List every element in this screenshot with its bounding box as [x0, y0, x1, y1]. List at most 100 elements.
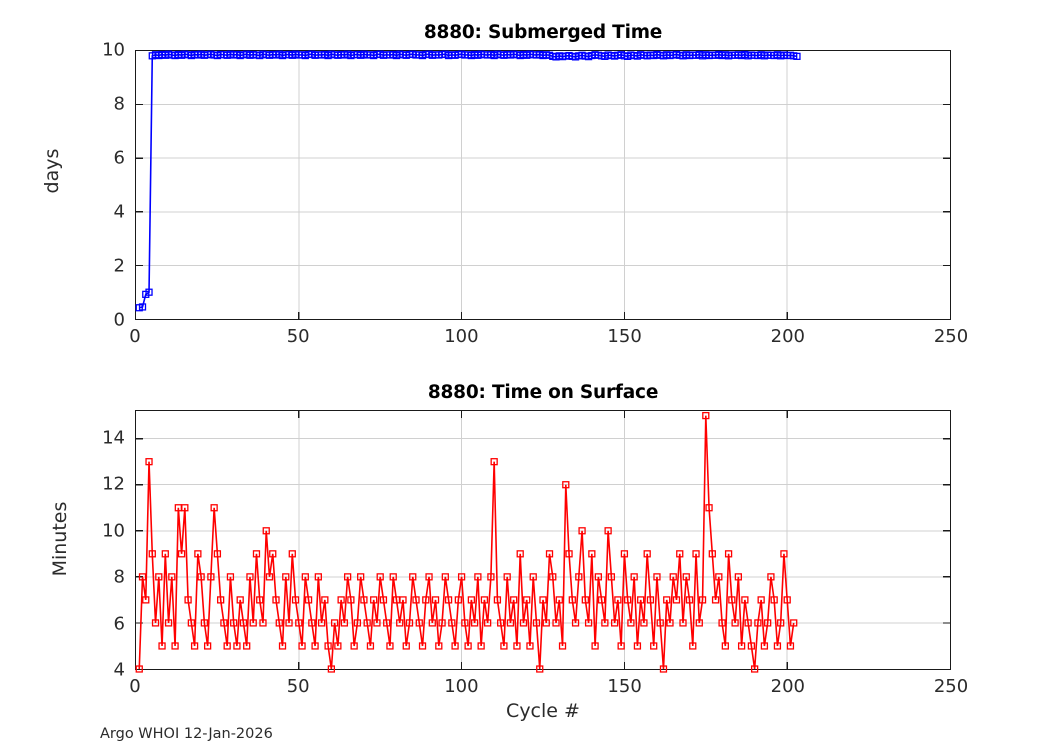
data-point-marker: [145, 288, 153, 296]
data-point-marker: [770, 596, 778, 604]
data-point-marker: [373, 619, 381, 627]
data-point-marker: [295, 619, 303, 627]
data-point-marker: [415, 619, 423, 627]
data-point-marker: [490, 458, 498, 466]
data-point-marker: [594, 573, 602, 581]
data-point-marker: [777, 619, 785, 627]
data-point-marker: [464, 642, 472, 650]
data-point-marker: [650, 642, 658, 650]
data-point-marker: [695, 619, 703, 627]
data-point-marker: [298, 642, 306, 650]
plot-area-time-on-surface: [135, 411, 950, 673]
x-tick-label: 100: [444, 326, 479, 347]
data-point-marker: [666, 619, 674, 627]
data-point-marker: [773, 642, 782, 650]
data-point-marker: [617, 642, 625, 650]
data-line-time-on-surface: [138, 415, 795, 670]
data-point-marker: [386, 642, 394, 650]
data-point-marker: [656, 619, 664, 627]
data-point-marker: [164, 619, 173, 627]
data-point-marker: [184, 596, 192, 604]
data-point-marker: [790, 619, 798, 627]
x-tick-label: 150: [607, 676, 642, 697]
data-point-marker: [575, 573, 583, 581]
data-point-marker: [379, 596, 388, 604]
data-point-marker: [532, 619, 541, 627]
data-point-marker: [516, 550, 524, 558]
data-point-marker: [477, 642, 485, 650]
data-point-marker: [357, 573, 365, 581]
data-point-marker: [588, 550, 596, 558]
data-point-marker: [301, 573, 309, 581]
data-point-marker: [142, 596, 150, 604]
data-point-marker: [135, 665, 143, 673]
data-point-marker: [793, 52, 801, 60]
data-point-marker: [181, 504, 189, 512]
data-point-marker: [438, 619, 446, 627]
data-point-marker: [764, 619, 772, 627]
data-point-marker: [405, 619, 414, 627]
data-point-marker: [304, 596, 313, 604]
data-point-marker: [454, 596, 462, 604]
data-point-marker: [363, 619, 371, 627]
data-point-marker: [409, 573, 417, 581]
data-point-marker: [734, 573, 743, 581]
data-point-marker: [330, 619, 339, 627]
data-point-marker: [239, 619, 248, 627]
data-point-marker: [161, 550, 169, 558]
x-tick-label: 0: [129, 676, 141, 697]
data-point-marker: [197, 573, 205, 581]
data-point-marker: [275, 619, 283, 627]
data-point-marker: [402, 642, 410, 650]
data-point-marker: [571, 619, 580, 627]
chart-axes-submerged-time: [135, 50, 951, 320]
data-markers-time-on-surface: [135, 411, 798, 673]
data-point-marker: [757, 596, 765, 604]
data-point-marker: [614, 596, 622, 604]
data-point-marker: [314, 573, 322, 581]
data-point-marker: [236, 596, 244, 604]
data-point-marker: [627, 619, 635, 627]
chart-axes-time-on-surface: [135, 410, 951, 673]
data-point-marker: [187, 619, 195, 627]
data-point-marker: [747, 642, 756, 650]
data-point-marker: [441, 573, 449, 581]
data-point-marker: [217, 596, 225, 604]
data-point-marker: [308, 619, 316, 627]
data-point-marker: [145, 458, 153, 466]
y-tick-label: 0: [113, 309, 125, 331]
y-tick-label: 8: [113, 566, 125, 588]
x-tick-label: 100: [444, 676, 479, 697]
data-point-marker: [597, 596, 606, 604]
data-point-marker: [230, 619, 238, 627]
data-point-marker: [151, 619, 160, 627]
data-point-marker: [715, 573, 723, 581]
data-point-marker: [601, 619, 609, 627]
chart-title-time-on-surface: 8880: Time on Surface: [427, 382, 659, 403]
x-tick-label: 0: [129, 326, 141, 347]
data-point-marker: [428, 619, 436, 627]
data-point-marker: [503, 573, 511, 581]
data-point-marker: [584, 619, 593, 627]
x-tick-label: 250: [933, 676, 969, 697]
data-point-marker: [467, 596, 476, 604]
data-point-marker: [568, 596, 576, 604]
data-point-marker: [399, 596, 407, 604]
x-tick-label: 150: [607, 326, 642, 347]
data-point-marker: [630, 573, 638, 581]
data-markers-submerged-time: [135, 50, 801, 312]
data-point-marker: [562, 481, 570, 489]
data-point-marker: [721, 642, 729, 650]
data-point-marker: [396, 619, 404, 627]
data-point-marker: [269, 550, 277, 558]
data-point-marker: [321, 596, 329, 604]
data-point-marker: [353, 619, 362, 627]
data-point-marker: [689, 642, 697, 650]
data-point-marker: [425, 573, 433, 581]
data-point-marker: [610, 619, 619, 627]
data-point-marker: [383, 619, 391, 627]
data-point-marker: [155, 573, 163, 581]
data-point-marker: [643, 550, 651, 558]
data-point-marker: [285, 619, 293, 627]
